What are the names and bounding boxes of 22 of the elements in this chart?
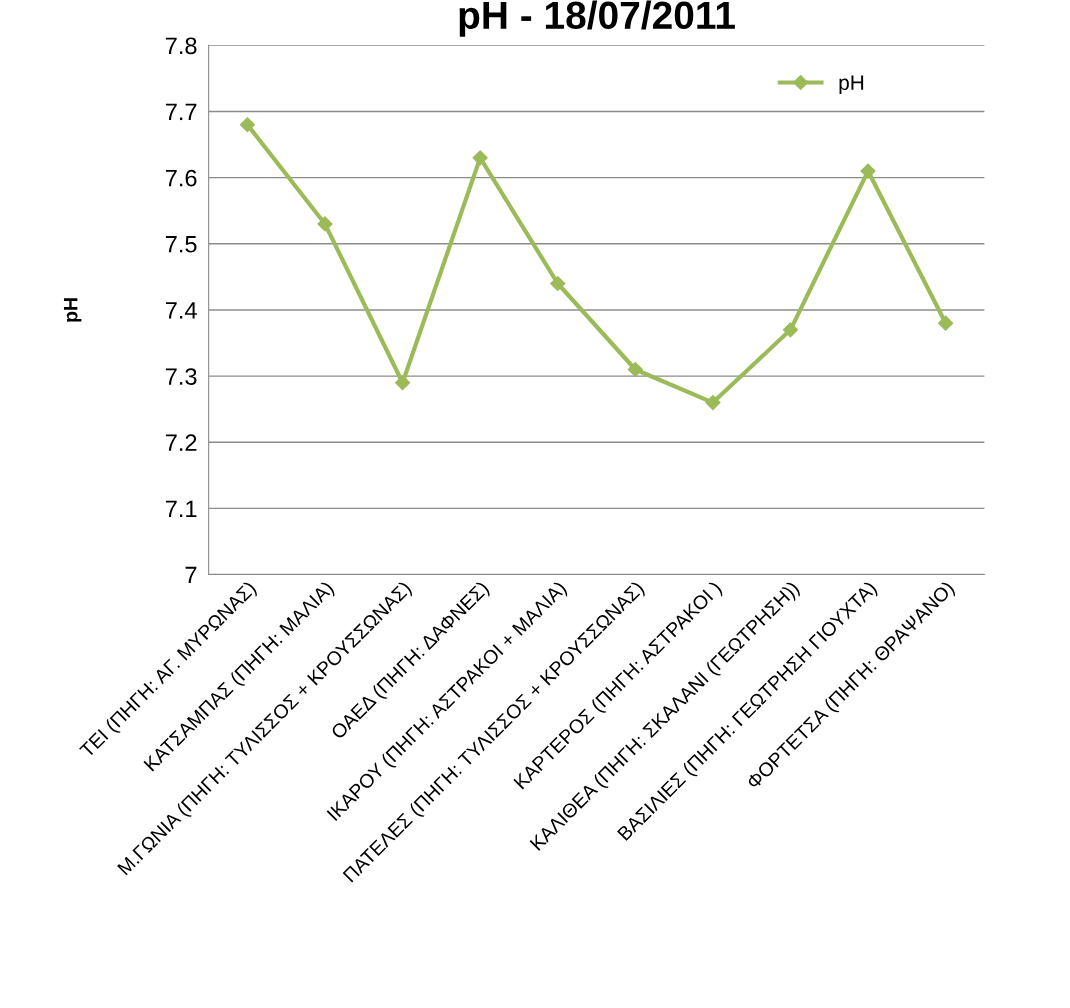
y-tick-label: 7.5 bbox=[165, 236, 197, 253]
point bbox=[860, 163, 876, 179]
y-tick-label: 7.2 bbox=[165, 434, 197, 451]
y-tick-label: 7.7 bbox=[165, 103, 197, 121]
y-tick-label: 7.8 bbox=[165, 37, 197, 55]
y-tick-label: 7.3 bbox=[165, 368, 197, 385]
y-axis-title: pH bbox=[63, 298, 82, 322]
point bbox=[239, 117, 256, 133]
y-tick-label: 7.1 bbox=[165, 500, 197, 517]
point bbox=[627, 361, 643, 378]
y-tick-label: 7.4 bbox=[165, 302, 197, 319]
legend-label: pH bbox=[839, 75, 864, 95]
point bbox=[395, 375, 411, 391]
point bbox=[705, 394, 721, 411]
point bbox=[317, 216, 333, 232]
point bbox=[472, 150, 488, 166]
point bbox=[938, 315, 954, 331]
y-tick-label: 7.6 bbox=[165, 169, 197, 187]
chart-title: pH - 18/07/2011 bbox=[459, 0, 735, 37]
y-tick-label: 7 bbox=[185, 566, 197, 584]
point bbox=[550, 275, 566, 292]
point bbox=[782, 322, 799, 338]
